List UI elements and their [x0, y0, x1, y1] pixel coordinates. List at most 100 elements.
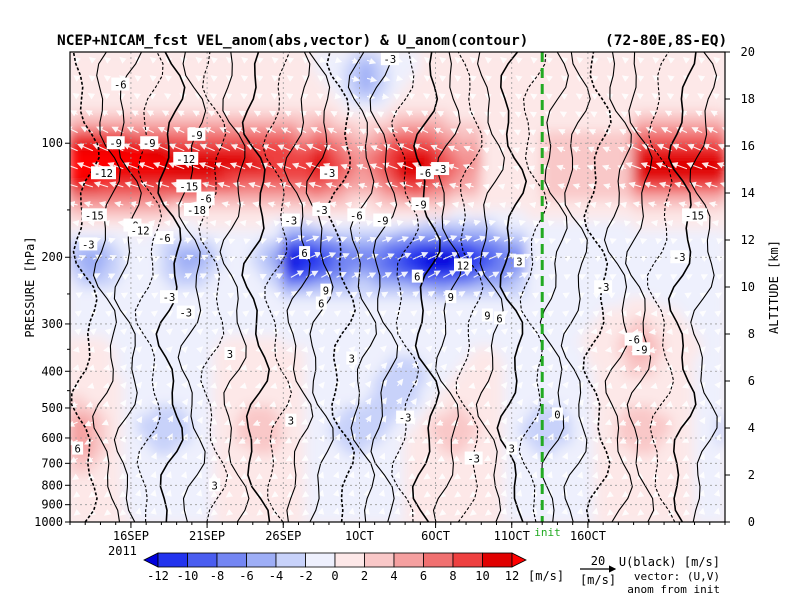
field-cell: [487, 168, 498, 181]
field-cell: [457, 442, 468, 455]
field-cell: [655, 432, 666, 445]
field-cell: [465, 129, 475, 142]
field-cell: [84, 178, 94, 191]
field-cell: [594, 481, 605, 494]
field-cell: [495, 286, 506, 298]
field-cell: [213, 344, 224, 357]
field-cell: [701, 90, 711, 102]
field-cell: [213, 99, 224, 112]
field-cell: [701, 364, 711, 377]
field-cell: [160, 99, 171, 112]
field-cell: [274, 207, 285, 220]
field-cell: [716, 295, 725, 308]
field-cell: [602, 491, 612, 504]
field-cell: [518, 70, 528, 83]
field-cell: [678, 481, 688, 494]
field-cell: [617, 315, 627, 328]
field-cell: [624, 452, 635, 465]
field-cell: [670, 70, 681, 83]
field-cell: [632, 315, 643, 328]
field-cell: [76, 168, 87, 181]
field-cell: [358, 442, 369, 455]
field-cell: [251, 295, 262, 308]
field-cell: [586, 442, 597, 455]
field-cell: [84, 305, 94, 318]
field-cell: [114, 334, 125, 347]
field-cell: [206, 266, 216, 279]
field-cell: [388, 481, 399, 494]
field-cell: [663, 60, 673, 73]
field-cell: [480, 168, 490, 181]
field-cell: [617, 99, 627, 112]
field-cell: [297, 393, 308, 406]
wind-vector: [88, 491, 96, 498]
field-cell: [183, 60, 193, 73]
field-cell: [404, 364, 414, 377]
field-cell: [305, 188, 315, 200]
field-cell: [495, 452, 506, 465]
field-cell: [198, 286, 209, 298]
field-cell: [312, 305, 323, 318]
field-cell: [175, 276, 186, 288]
field-cell: [381, 256, 391, 269]
field-cell: [617, 148, 627, 161]
field-cell: [267, 178, 277, 191]
field-cell: [388, 305, 399, 318]
field-cell: [670, 305, 681, 318]
field-cell: [472, 246, 483, 259]
field-cell: [198, 246, 209, 259]
field-cell: [107, 256, 117, 269]
field-cell: [183, 383, 193, 396]
field-cell: [465, 60, 475, 73]
field-cell: [122, 119, 132, 132]
field-cell: [602, 423, 612, 435]
field-cell: [457, 413, 468, 426]
field-cell: [70, 354, 79, 367]
field-cell: [426, 295, 437, 308]
field-cell: [419, 207, 429, 220]
field-cell: [426, 383, 437, 396]
field-cell: [373, 413, 384, 426]
field-cell: [366, 52, 376, 63]
field-cell: [244, 481, 254, 494]
field-cell: [259, 266, 270, 279]
field-cell: [510, 207, 521, 220]
field-cell: [274, 442, 285, 455]
field-cell: [335, 501, 346, 514]
field-cell: [579, 315, 589, 328]
field-cell: [366, 452, 376, 465]
field-cell: [480, 325, 490, 337]
field-cell: [624, 188, 635, 200]
field-cell: [84, 462, 94, 475]
field-cell: [343, 70, 353, 83]
field-cell: [541, 413, 551, 426]
field-cell: [617, 383, 627, 396]
field-cell: [647, 462, 658, 475]
field-cell: [449, 511, 460, 522]
field-cell: [320, 80, 330, 93]
field-cell: [670, 472, 681, 484]
field-cell: [609, 501, 620, 514]
field-cell: [487, 481, 498, 494]
field-cell: [670, 227, 681, 240]
field-cell: [259, 423, 270, 435]
field-cell: [366, 168, 376, 181]
field-cell: [152, 52, 163, 63]
field-cell: [388, 276, 399, 288]
field-cell: [442, 354, 452, 367]
field-cell: [571, 481, 582, 494]
field-cell: [129, 413, 140, 426]
field-cell: [663, 119, 673, 132]
field-cell: [282, 501, 292, 514]
field-cell: [358, 462, 369, 475]
field-cell: [107, 511, 117, 522]
field-cell: [678, 286, 688, 298]
field-cell: [647, 374, 658, 386]
field-cell: [533, 511, 544, 522]
field-cell: [571, 276, 582, 288]
field-cell: [122, 511, 132, 522]
field-cell: [411, 364, 422, 377]
field-cell: [472, 109, 483, 122]
field-cell: [518, 481, 528, 494]
field-cell: [586, 129, 597, 142]
